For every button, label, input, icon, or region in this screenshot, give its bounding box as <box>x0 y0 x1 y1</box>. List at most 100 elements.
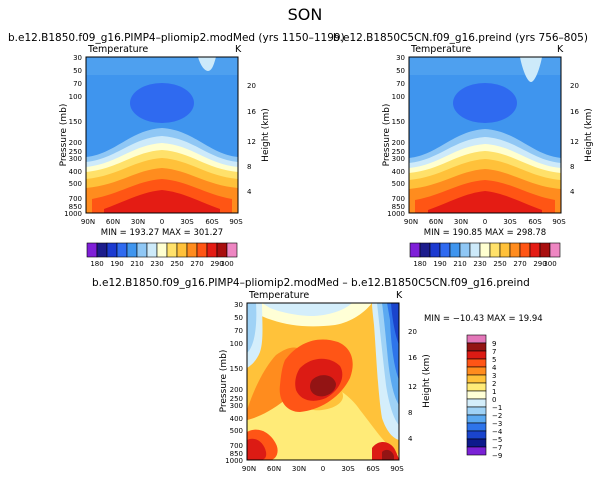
tick-label: 90S <box>229 218 243 226</box>
colorbar-swatch <box>466 374 487 384</box>
colorbar-label: −4 <box>492 428 503 436</box>
panel-a-field: Temperature <box>87 44 148 55</box>
tick-label: 16 <box>570 108 579 116</box>
tick-label: 90S <box>390 465 404 473</box>
panel-c-ylabel: Pressure (mb) <box>219 350 229 413</box>
tick-label: 300 <box>69 155 82 163</box>
colorbar-label: −7 <box>492 444 502 452</box>
tick-label: 250 <box>230 395 243 403</box>
colorbar-label: 5 <box>492 356 496 364</box>
panel-a-contours <box>86 57 238 213</box>
tick-label: 100 <box>230 340 243 348</box>
tick-label: 30 <box>396 54 405 62</box>
tick-label: 850 <box>69 203 82 211</box>
panel-b-y2ticks: 4 8 12 16 20 <box>570 82 579 196</box>
tick-label: 30 <box>234 301 243 309</box>
colorbar-swatch <box>429 242 441 258</box>
colorbar-label: 9 <box>492 340 496 348</box>
tick-label: 700 <box>392 195 405 203</box>
tick-label: 30S <box>341 465 355 473</box>
colorbar-swatch <box>466 382 487 392</box>
colorbar-label: 270 <box>190 260 203 268</box>
tick-label: 30S <box>180 218 194 226</box>
tick-label: 1000 <box>64 210 82 218</box>
colorbar-label: 180 <box>90 260 103 268</box>
tick-label: 8 <box>570 163 574 171</box>
colorbar-swatch <box>466 358 487 368</box>
colorbar-swatch <box>126 242 138 258</box>
colorbar-label: 2 <box>492 380 496 388</box>
tick-label: 250 <box>392 148 405 156</box>
tick-label: 50 <box>73 67 82 75</box>
tick-label: 12 <box>570 138 579 146</box>
colorbar-swatch <box>449 242 461 258</box>
colorbar-swatch <box>176 242 188 258</box>
colorbar-swatch <box>86 242 98 258</box>
panel-b-yticks: 30 50 70 100 150 200 250 300 400 500 700… <box>387 54 405 218</box>
tick-label: 20 <box>408 328 417 336</box>
colorbar-label: 4 <box>492 364 497 372</box>
tick-label: 100 <box>69 93 82 101</box>
panel-b-unit: K <box>557 44 564 55</box>
colorbar-swatch <box>439 242 451 258</box>
colorbar-swatch <box>466 334 487 344</box>
tick-label: 12 <box>247 138 256 146</box>
colorbar-label: 1 <box>492 388 496 396</box>
tick-label: 8 <box>408 409 412 417</box>
colorbar-swatch <box>479 242 491 258</box>
tick-label: 200 <box>230 386 243 394</box>
colorbar-swatch <box>136 242 148 258</box>
colorbar-label: 230 <box>473 260 486 268</box>
colorbar-swatch <box>466 350 487 360</box>
tick-label: 1000 <box>225 457 243 465</box>
panel-b-xticks: 90N 60N 30N 0 30S 60S 90S <box>404 218 566 226</box>
tick-label: 30N <box>292 465 306 473</box>
colorbar-label: 300 <box>543 260 556 268</box>
tick-label: 0 <box>321 465 325 473</box>
tick-label: 400 <box>392 168 405 176</box>
panel-c-yticks: 30 50 70 100 150 200 250 300 400 500 700… <box>225 301 243 465</box>
panel-b-colorbar-labels: 180 190 210 230 250 270 290 300 <box>413 260 556 268</box>
colorbar-swatch <box>106 242 118 258</box>
colorbar-label: −3 <box>492 420 502 428</box>
colorbar-swatch <box>466 342 487 352</box>
colorbar-label: 300 <box>220 260 233 268</box>
panel-a-colorbar-labels: 180 190 210 230 250 270 290 300 <box>90 260 233 268</box>
colorbar-swatch <box>466 414 487 424</box>
panel-a-y2ticks: 4 8 12 16 20 <box>247 82 256 196</box>
tick-label: 300 <box>230 402 243 410</box>
colorbar-swatch <box>216 242 228 258</box>
panel-b-ylabel: Pressure (mb) <box>382 104 392 167</box>
colorbar-swatch <box>419 242 431 258</box>
colorbar-swatch <box>519 242 531 258</box>
colorbar-swatch <box>489 242 501 258</box>
colorbar-label: 290 <box>210 260 223 268</box>
tick-label: 90S <box>552 218 566 226</box>
colorbar-swatch <box>466 398 487 408</box>
tick-label: 100 <box>392 93 405 101</box>
colorbar-label: 210 <box>130 260 143 268</box>
tick-label: 500 <box>230 427 243 435</box>
colorbar-label: 250 <box>493 260 506 268</box>
tick-label: 250 <box>69 148 82 156</box>
tick-label: 90N <box>404 218 418 226</box>
tick-label: 4 <box>570 188 575 196</box>
colorbar-swatch <box>466 430 487 440</box>
tick-label: 30S <box>503 218 517 226</box>
panel-c-xticks: 90N 60N 30N 0 30S 60S 90S <box>242 465 404 473</box>
colorbar-swatch <box>96 242 108 258</box>
panel-a-xticks: 90N 60N 30N 0 30S 60S 90S <box>81 218 243 226</box>
colorbar-swatch <box>509 242 521 258</box>
colorbar-swatch <box>466 366 487 376</box>
tick-label: 4 <box>247 188 252 196</box>
panel-c-unit: K <box>396 290 403 301</box>
colorbar-swatch <box>549 242 561 258</box>
tick-label: 60N <box>267 465 281 473</box>
colorbar-swatch <box>466 438 487 448</box>
colorbar-label: 0 <box>492 396 496 404</box>
tick-label: 16 <box>408 354 417 362</box>
panel-b-contours <box>409 57 561 213</box>
colorbar-swatch <box>226 242 238 258</box>
tick-label: 90N <box>81 218 95 226</box>
colorbar-swatch <box>409 242 421 258</box>
